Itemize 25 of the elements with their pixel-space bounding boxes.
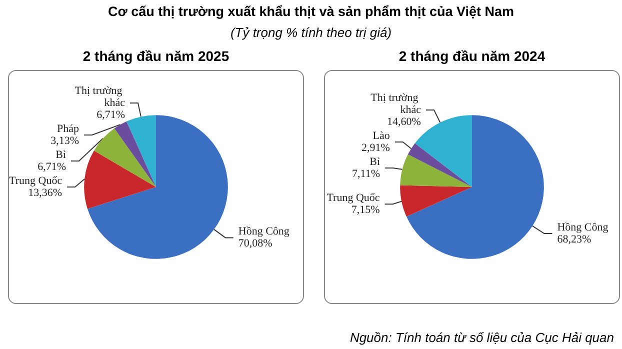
data-label: 70,08% bbox=[238, 238, 272, 250]
text: (Tỷ trọng % tính theo trị giá) bbox=[229, 25, 393, 40]
text: Cơ cấu thị trường xuất khẩu thịt và sản phẩm thịt của Việt Nam bbox=[106, 4, 516, 19]
chart-title: 2 tháng đầu năm 2025 bbox=[82, 48, 230, 66]
slice-label: Hồng Công bbox=[238, 226, 290, 238]
data-label: 6,71% bbox=[38, 160, 66, 173]
slice-label: Pháp bbox=[57, 122, 80, 135]
slice-label: Thị trường khác bbox=[370, 92, 422, 116]
slice-label: Trung Quốc bbox=[9, 174, 62, 187]
data-label: 6,71% bbox=[96, 108, 126, 121]
slice-label: Hồng Công bbox=[557, 222, 609, 234]
slice-label: Bỉ bbox=[370, 156, 380, 168]
slice-label: Trung Quốc bbox=[326, 192, 380, 204]
data-label: 2,91% bbox=[361, 142, 390, 154]
slice-label: Bỉ bbox=[56, 148, 66, 161]
text: Nguồn: Tính toán từ số liệu của Cục Hải quan bbox=[350, 330, 614, 345]
data-label: 3,13% bbox=[50, 134, 80, 147]
slice-label: Lào bbox=[372, 130, 390, 142]
data-label: 7,15% bbox=[351, 204, 380, 216]
data-label: 13,36% bbox=[28, 186, 62, 199]
data-label: 7,11% bbox=[352, 168, 380, 180]
data-label: 68,23% bbox=[557, 234, 592, 246]
data-label: 14,60% bbox=[387, 116, 421, 128]
slice-label: Thị trường khác bbox=[74, 84, 126, 109]
chart-title: 2 tháng đầu năm 2024 bbox=[398, 48, 546, 66]
